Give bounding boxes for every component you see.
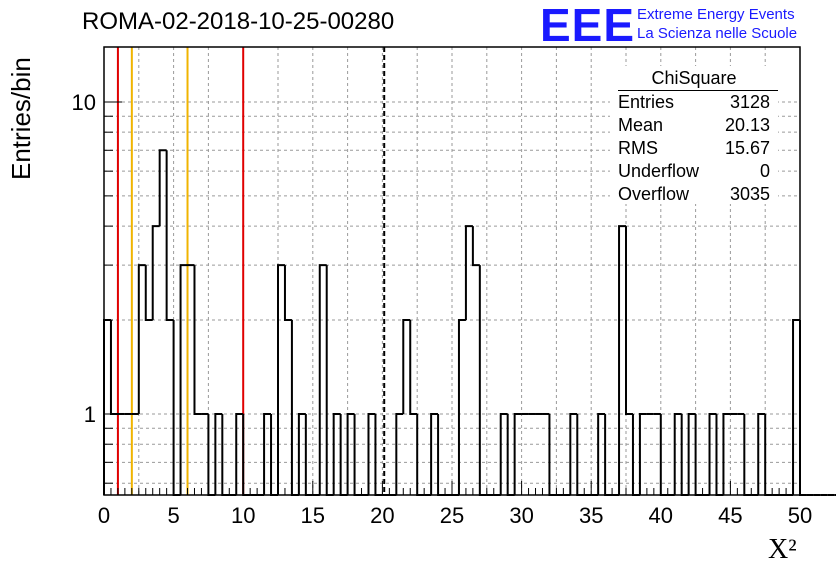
x-tick-label: 35	[579, 503, 603, 528]
y-axis-label: Entries/bin	[6, 57, 36, 180]
histogram-bin	[277, 264, 285, 495]
x-tick-label: 20	[370, 503, 394, 528]
histogram-bin	[471, 226, 480, 267]
histogram-bin	[332, 412, 341, 495]
stats-value: 3128	[729, 92, 770, 112]
logo-line-1: Extreme Energy Events	[637, 6, 795, 23]
histogram-bin	[193, 265, 202, 415]
x-tick-label: 15	[301, 503, 325, 528]
histogram-bin	[513, 412, 522, 495]
histogram-bin	[597, 412, 606, 495]
histogram-bin	[283, 265, 292, 322]
histogram-bin	[318, 264, 327, 495]
histogram-bin	[799, 320, 807, 496]
stats-row: Overflow 3035	[618, 183, 770, 206]
histogram-bin	[395, 412, 404, 495]
x-tick-label: 5	[167, 503, 179, 528]
x-tick-label: 10	[231, 503, 255, 528]
histogram-bin	[151, 225, 160, 321]
stats-label: RMS	[618, 138, 658, 158]
histogram-bin	[137, 264, 146, 414]
histogram-bin	[235, 412, 244, 495]
histogram-bin	[346, 412, 355, 495]
stats-label: Mean	[618, 115, 664, 135]
histogram-bin	[569, 412, 578, 495]
y-tick-label: 1	[84, 402, 96, 427]
histogram-bin	[792, 319, 800, 495]
stats-value: 20.13	[724, 115, 770, 135]
x-tick-label: 45	[718, 503, 742, 528]
histogram-bin	[409, 320, 418, 415]
logo-line-2: La Scienza nelle Scuole	[637, 25, 798, 42]
x-tick-label: 50	[788, 503, 812, 528]
stats-title: ChiSquare	[651, 68, 737, 88]
x-tick-label: 25	[440, 503, 464, 528]
histogram-bin	[618, 225, 626, 495]
stats-box: ChiSquare Entries 3128 Mean 20.13 RMS 15.67…	[610, 66, 778, 204]
stats-value: 0	[759, 161, 770, 181]
histogram-bin	[144, 265, 153, 322]
histogram-bin	[263, 412, 272, 495]
histogram-bin	[103, 319, 111, 495]
stats-label: Entries	[618, 92, 675, 112]
stats-row: Underflow 0	[618, 160, 770, 183]
chart-title: ROMA-02-2018-10-25-00280	[82, 8, 395, 35]
histogram-bin	[687, 412, 696, 495]
histogram-bin	[478, 265, 487, 496]
stats-row: RMS 15.67	[618, 137, 770, 160]
histogram-bin	[179, 264, 188, 495]
stats-label: Overflow	[618, 184, 690, 204]
histogram-bin	[158, 149, 167, 227]
histogram-bin	[214, 412, 223, 495]
histogram-bin	[165, 150, 174, 322]
histogram-bin	[457, 319, 466, 495]
histogram-bin	[290, 320, 299, 496]
histogram-bin	[708, 412, 717, 495]
x-axis-label: X²	[768, 534, 797, 565]
stats-row: Entries 3128	[618, 91, 770, 114]
stats-value: 3035	[729, 184, 770, 204]
stats-divider	[618, 90, 778, 91]
histogram-bin	[430, 412, 439, 495]
x-tick-label: 40	[649, 503, 673, 528]
histogram-bin	[367, 412, 376, 495]
histogram-bin	[499, 412, 508, 495]
stats-value: 15.67	[724, 138, 770, 158]
histogram-bin	[757, 412, 766, 495]
histogram-bin	[673, 412, 682, 495]
histogram-bin	[722, 412, 731, 495]
axis-ticks	[103, 101, 801, 495]
y-tick-label: 10	[72, 90, 96, 115]
histogram-bin	[109, 320, 118, 415]
histogram-bin	[464, 225, 473, 321]
histogram-bin	[625, 226, 633, 415]
stats-label: Underflow	[618, 161, 700, 181]
x-tick-label: 0	[98, 503, 110, 528]
eee-logo: EEE	[540, 0, 636, 51]
x-tick-label: 30	[509, 503, 533, 528]
histogram-bin	[172, 320, 181, 496]
histogram-bin	[638, 412, 647, 495]
stats-row: Mean 20.13	[618, 114, 770, 137]
histogram-bin	[297, 412, 306, 495]
histogram-bin	[325, 265, 334, 496]
histogram-bin	[402, 319, 411, 414]
